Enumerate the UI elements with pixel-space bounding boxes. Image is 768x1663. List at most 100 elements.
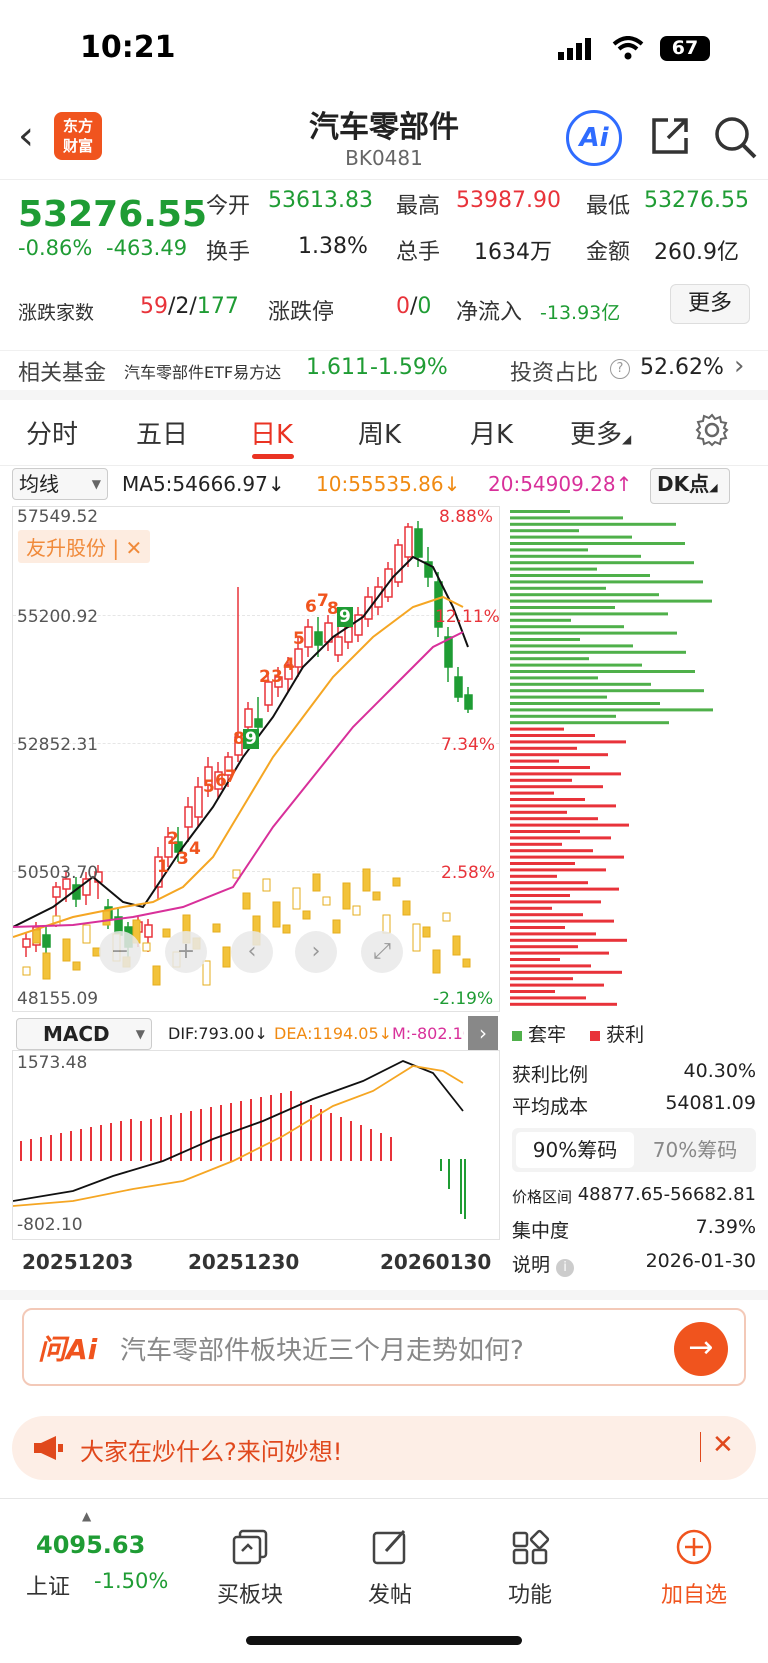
app-logo: 东方 财富 [54, 112, 102, 160]
limit-values: 0/0 [396, 294, 431, 319]
wifi-icon [612, 36, 644, 60]
settings-icon[interactable] [694, 412, 730, 448]
note-label[interactable]: 说明 i [512, 1250, 575, 1277]
ma-legend-row: 均线 ▼ MA5:54666.97↓ 10:55535.86↓ 20:54909.… [0, 466, 768, 504]
related-fund-row[interactable]: 相关基金 汽车零部件ETF易方达 1.611 -1.59% 投资占比 ? 52.… [0, 350, 768, 400]
chip-bar [510, 970, 622, 974]
chip-bar [510, 849, 593, 853]
chip-legend: 套牢 获利 [512, 1020, 644, 1047]
chip-90-button[interactable]: 90%筹码 [516, 1132, 634, 1168]
dk-point-selector[interactable]: DK点◢ [650, 468, 730, 504]
candle [444, 636, 453, 668]
zoom-in-button[interactable]: + [165, 931, 207, 973]
page-title: 汽车零部件 [309, 110, 459, 145]
volume-candle [452, 935, 461, 956]
chip-bar [510, 548, 588, 552]
date-label-3: 20260130 [380, 1250, 492, 1274]
limit-up: 0 [396, 294, 410, 319]
tab-daily-k[interactable]: 日K [250, 420, 294, 450]
nav-add-watchlist[interactable]: 加自选 [634, 1527, 754, 1609]
chip-bar [510, 766, 590, 769]
volume-candle [222, 946, 231, 968]
indicator-selector[interactable]: 均线 ▼ [12, 468, 108, 500]
chip-bar [510, 874, 557, 878]
search-icon[interactable] [712, 114, 758, 160]
candle [52, 886, 61, 898]
index-value[interactable]: 4095.63 [36, 1531, 146, 1559]
volume-candle [22, 966, 31, 976]
volume-candle [332, 919, 341, 934]
volume-candle [412, 923, 421, 952]
share-icon[interactable] [648, 114, 692, 158]
sequence-marker: 9 [243, 729, 259, 749]
chip-bar [510, 586, 606, 590]
chip-bar [510, 804, 616, 808]
candle [454, 676, 463, 698]
candle [464, 694, 473, 710]
sector-code: BK0481 [345, 146, 423, 170]
macd-selector[interactable]: MACD ▼ [16, 1018, 152, 1050]
sequence-marker: 3 [177, 849, 189, 869]
breadth-sep-2: / [189, 294, 197, 319]
signal-icon [558, 38, 591, 60]
chip-bar [510, 996, 586, 1000]
sector-icon [232, 1529, 268, 1565]
legend-hold: 套牢 [528, 1024, 567, 1046]
chevron-right-icon[interactable]: › [295, 931, 337, 973]
candle [404, 526, 413, 558]
chip-bar [510, 682, 651, 686]
chip-bar [510, 670, 695, 673]
help-icon[interactable]: ? [610, 359, 630, 379]
tab-five-day[interactable]: 五日 [136, 420, 189, 450]
active-tab-indicator [252, 454, 294, 459]
fullscreen-icon[interactable]: ⤢ [361, 931, 403, 973]
ma10-value: 10:55535.86↓ [316, 472, 460, 496]
macd-chart[interactable]: 1573.48 -802.10 [12, 1050, 500, 1240]
chip-bar [510, 906, 552, 910]
ai-button[interactable]: Ai [566, 110, 622, 166]
nav-buy-sector[interactable]: 买板块 [190, 1527, 310, 1609]
back-icon[interactable]: ‹ [18, 113, 34, 159]
macd-m: M:-802.10 [392, 1024, 464, 1043]
turnover-label: 换手 [206, 240, 251, 265]
chip-bar [510, 830, 580, 833]
more-button[interactable]: 更多 [670, 284, 750, 324]
ask-ai-bar[interactable]: 问Ai 汽车零部件板块近三个月走势如何? → [22, 1308, 746, 1386]
candle [394, 544, 403, 583]
candle [334, 636, 343, 656]
sequence-marker: 8 [233, 729, 245, 749]
stock-tag[interactable]: 友升股份 | ✕ [18, 530, 151, 563]
chip-bar [510, 663, 642, 667]
sequence-marker: 7 [225, 767, 237, 787]
zoom-out-button[interactable]: − [99, 931, 141, 973]
tab-intraday[interactable]: 分时 [26, 420, 79, 450]
open-value: 53613.83 [268, 188, 373, 213]
tab-monthly-k[interactable]: 月K [470, 420, 514, 450]
battery-level: 67 [671, 37, 699, 59]
candle [254, 718, 263, 728]
chip-bar [510, 836, 611, 840]
chevron-right-icon[interactable]: › [468, 1016, 498, 1050]
promo-banner[interactable]: 大家在炒什么?来问妙想! ✕ [12, 1416, 756, 1480]
volume-candle [342, 882, 351, 910]
price-axis-label-4: 50503.70 [17, 863, 99, 883]
close-icon[interactable]: ✕ [712, 1430, 734, 1460]
arrow-right-icon[interactable]: → [674, 1322, 728, 1376]
volume-candle [102, 910, 111, 926]
tab-weekly-k[interactable]: 周K [358, 420, 402, 450]
chevron-left-icon[interactable]: ‹ [231, 931, 273, 973]
sequence-marker: 2 [259, 667, 271, 687]
chip-bar [510, 631, 677, 635]
nav-post[interactable]: 发帖 [330, 1527, 450, 1609]
caret-up-icon[interactable]: ▲ [82, 1509, 92, 1523]
chip-bar [510, 753, 608, 757]
kline-chart[interactable]: 57549.52 55200.92 52852.31 50503.70 4815… [12, 506, 500, 1012]
chip-bar [510, 778, 572, 782]
candle [354, 614, 363, 636]
chip-bar [510, 881, 588, 885]
chip-70-button[interactable]: 70%筹码 [652, 1138, 738, 1162]
volume-candle [362, 868, 371, 892]
tab-more[interactable]: 更多◢ [570, 420, 632, 450]
nav-functions[interactable]: 功能 [470, 1527, 590, 1609]
note-label-text: 说明 [512, 1254, 551, 1276]
